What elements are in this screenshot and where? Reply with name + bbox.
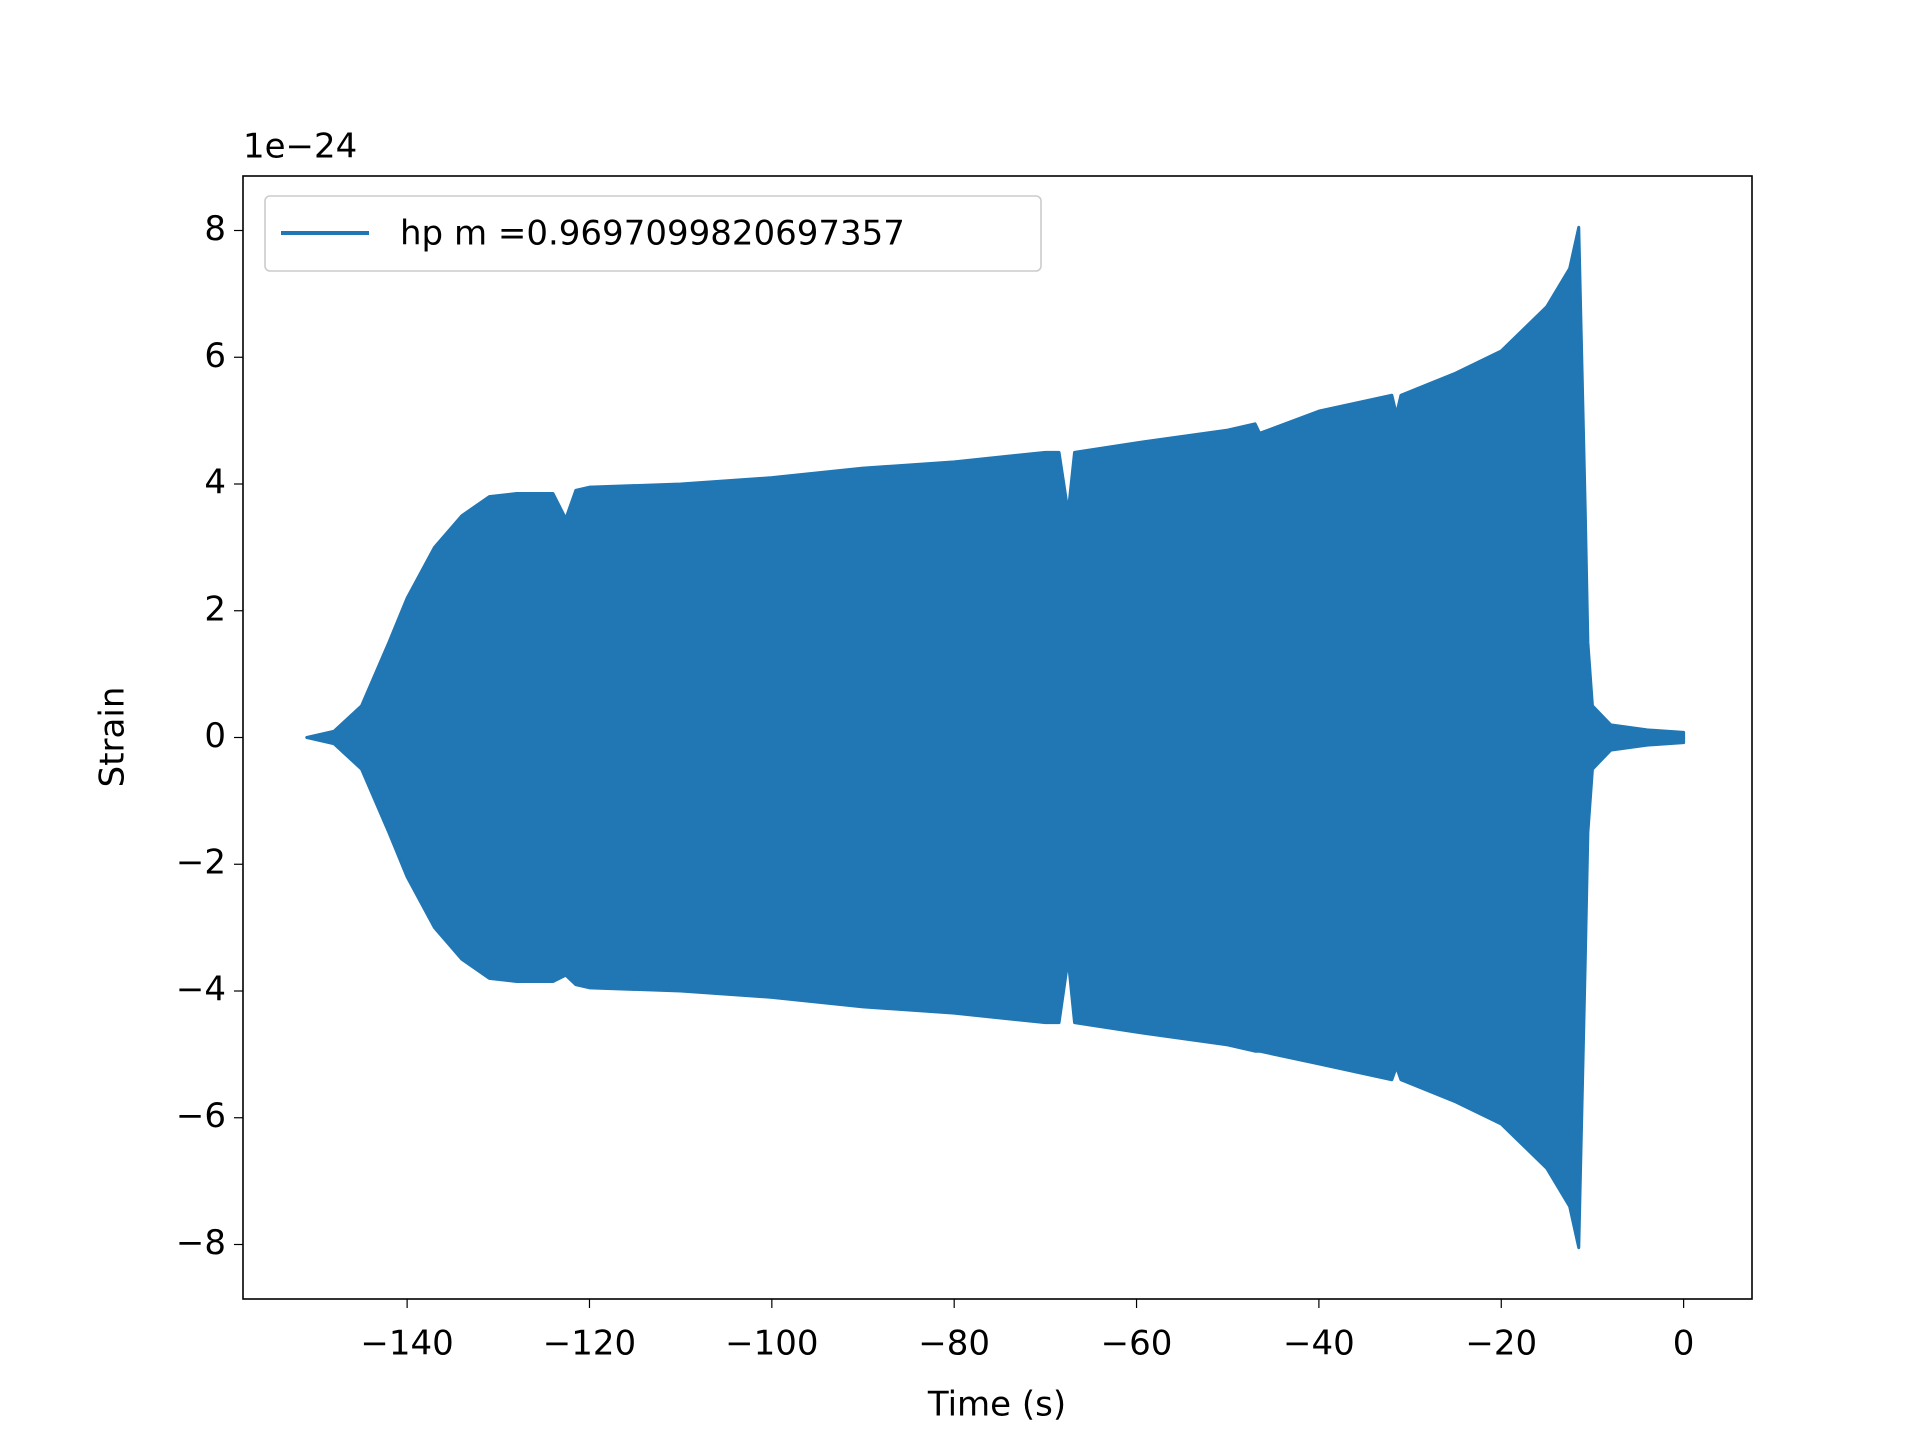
y-tick-label: −6 (176, 1096, 226, 1136)
y-tick-label: −8 (176, 1223, 226, 1263)
legend-box (264, 195, 1042, 272)
y-tick-label: 6 (204, 336, 226, 376)
y-tick-label: −2 (176, 843, 226, 883)
y-tick-label: 8 (204, 209, 226, 249)
y-tick-label: 2 (204, 589, 226, 629)
x-tick-label: −20 (1465, 1324, 1537, 1364)
offset-text: 1e−24 (243, 127, 357, 167)
x-tick-label: −80 (918, 1324, 990, 1364)
x-tick-label: −60 (1101, 1324, 1173, 1364)
waveform-lower (305, 736, 1686, 1250)
plot-frame (242, 175, 1753, 1300)
legend-label: hp m =0.9697099820697357 (400, 214, 905, 254)
x-tick-label: 0 (1673, 1324, 1695, 1364)
y-tick-label: −4 (176, 969, 226, 1009)
x-tick-label: −100 (725, 1324, 818, 1364)
x-axis-label: Time (s) (927, 1385, 1066, 1425)
x-tick-label: −140 (360, 1324, 453, 1364)
y-tick-label: 0 (204, 716, 226, 756)
x-tick-label: −120 (543, 1324, 636, 1364)
y-tick-label: 4 (204, 463, 226, 503)
y-axis-label: Strain (93, 687, 133, 788)
waveform-upper (305, 225, 1686, 739)
x-tick-label: −40 (1283, 1324, 1355, 1364)
